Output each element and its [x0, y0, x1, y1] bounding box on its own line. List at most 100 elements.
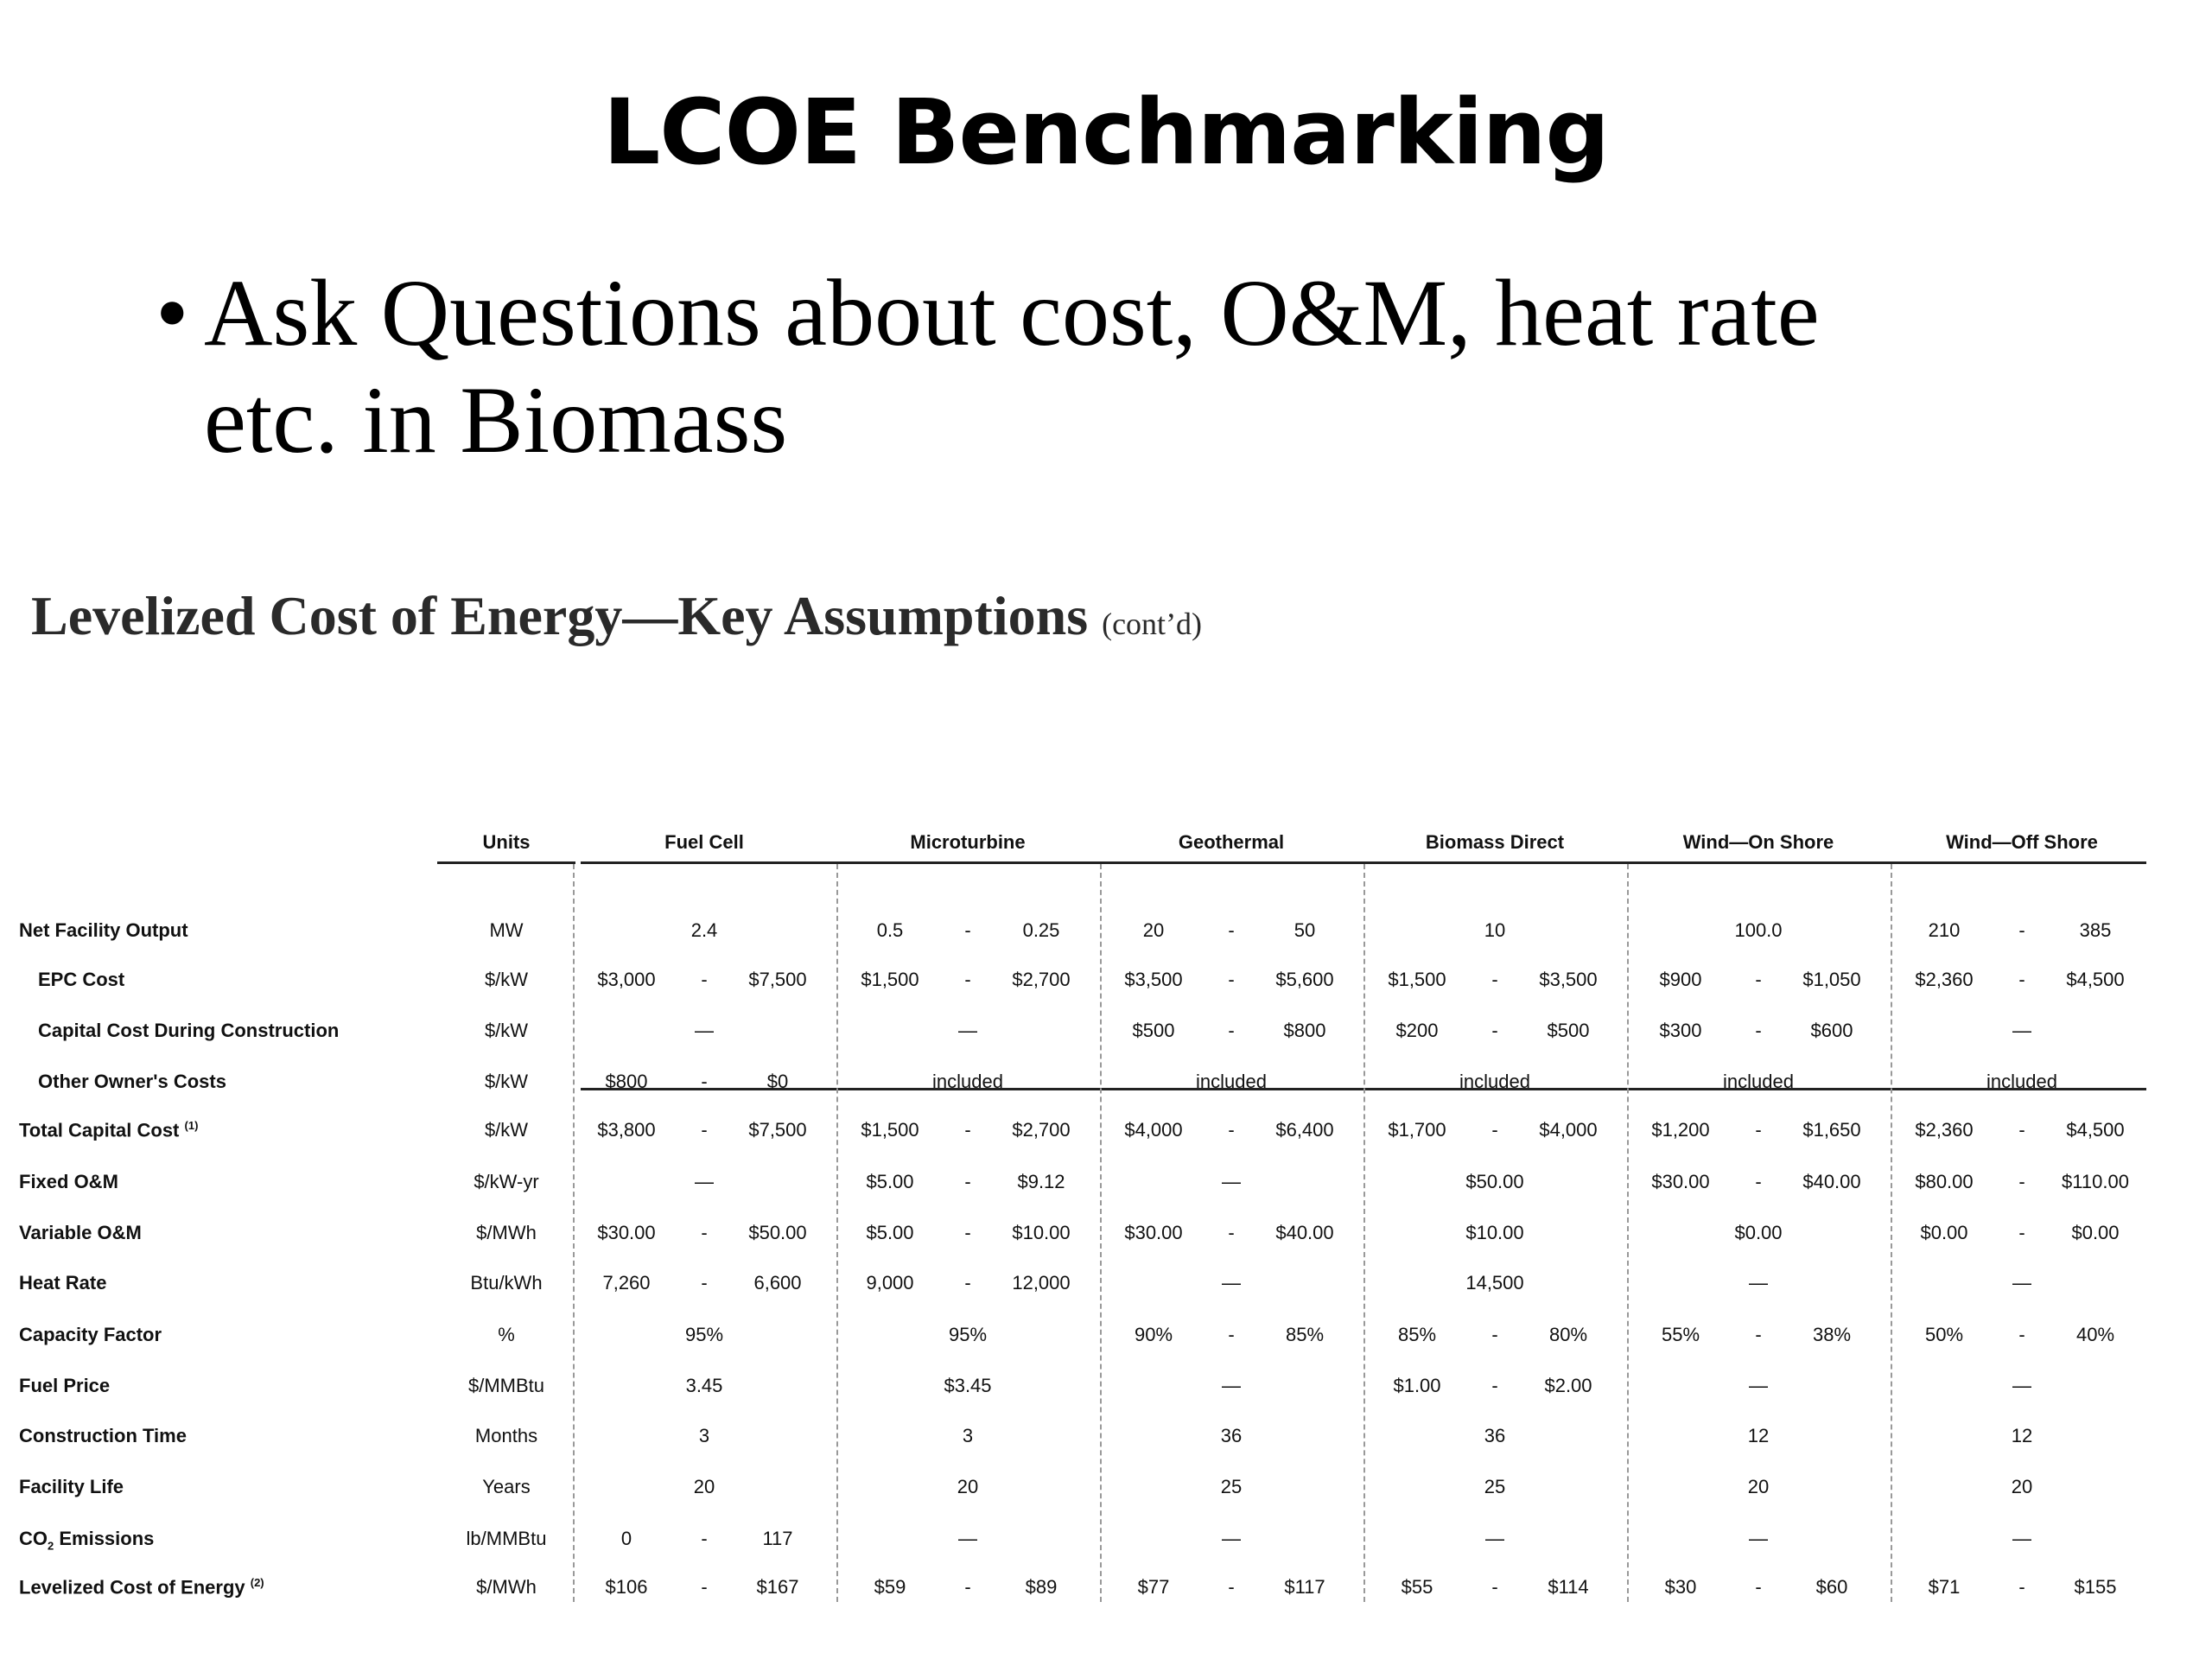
slide-title: LCOE Benchmarking [603, 79, 1610, 185]
range-low: $2,360 [1915, 1119, 1974, 1141]
unit-cell: Years [482, 1476, 531, 1497]
range-high: $500 [1547, 1020, 1590, 1041]
range-low: 0 [620, 1528, 632, 1549]
range-dash: - [701, 969, 708, 990]
row-label: Capital Cost During Construction [38, 1020, 340, 1041]
range-low: $1.00 [1393, 1375, 1441, 1396]
range-low: 55% [1661, 1324, 1700, 1345]
range-high: $40.00 [1802, 1171, 1861, 1192]
range-dash: - [1228, 1020, 1235, 1041]
value-cell: 12 [1747, 1425, 1770, 1446]
range-low: $71 [1928, 1576, 1961, 1598]
range-high: $1,050 [1802, 969, 1861, 990]
row-label: Facility Life [19, 1476, 124, 1497]
range-high: $600 [1810, 1020, 1853, 1041]
range-dash: - [701, 1119, 708, 1141]
bullet-point: • Ask Questions about cost, O&M, heat ra… [156, 259, 2018, 474]
row-label: Fixed O&M [19, 1171, 118, 1192]
unit-cell: % [498, 1324, 515, 1345]
column-header: Biomass Direct [1425, 831, 1565, 853]
range-dash: - [701, 1071, 708, 1092]
bullet-icon: • [156, 260, 189, 365]
value-cell: included [932, 1071, 1003, 1092]
range-low: 50% [1924, 1324, 1964, 1345]
range-dash: - [1755, 1171, 1762, 1192]
range-high: $89 [1025, 1576, 1058, 1598]
row-label: CO2 Emissions [19, 1528, 155, 1553]
column-header: Geothermal [1178, 831, 1285, 853]
range-low: $80.00 [1915, 1171, 1974, 1192]
range-high: 50 [1294, 919, 1316, 941]
range-high: 80% [1548, 1324, 1588, 1345]
range-low: 90% [1134, 1324, 1173, 1345]
range-high: $3,500 [1539, 969, 1598, 990]
header-underline-columns [581, 861, 2146, 864]
range-dash: - [964, 1576, 971, 1598]
range-dash: - [964, 919, 971, 941]
value-cell: 95% [684, 1324, 724, 1345]
range-high: 40% [2075, 1324, 2115, 1345]
value-cell: — [958, 1020, 977, 1041]
range-high: 6,600 [753, 1272, 802, 1294]
unit-cell: $/kW [484, 1071, 529, 1092]
range-dash: - [2018, 1171, 2025, 1192]
header-underline-units [437, 861, 575, 864]
column-header: Wind—On Shore [1682, 831, 1834, 853]
range-high: $1,650 [1802, 1119, 1861, 1141]
range-high: 0.25 [1022, 919, 1060, 941]
range-high: $0 [766, 1071, 789, 1092]
range-high: $10.00 [1012, 1222, 1071, 1243]
value-cell: $0.00 [1734, 1222, 1783, 1243]
unit-cell: $/kW [484, 1119, 529, 1141]
range-low: $300 [1659, 1020, 1702, 1041]
range-high: $155 [2074, 1576, 2117, 1598]
range-dash: - [1755, 1576, 1762, 1598]
value-cell: — [1222, 1375, 1241, 1396]
range-low: 85% [1397, 1324, 1437, 1345]
column-separator [1626, 864, 1629, 1602]
value-cell: 36 [1484, 1425, 1506, 1446]
range-dash: - [964, 969, 971, 990]
value-cell: 2.4 [690, 919, 718, 941]
range-low: $30.00 [597, 1222, 656, 1243]
range-dash: - [2018, 1324, 2025, 1345]
value-cell: 25 [1484, 1476, 1506, 1497]
column-separator [1363, 864, 1365, 1602]
range-low: $3,000 [597, 969, 656, 990]
value-cell: — [695, 1171, 714, 1192]
row-label: Variable O&M [19, 1222, 142, 1243]
range-dash: - [1228, 1222, 1235, 1243]
range-dash: - [964, 1171, 971, 1192]
value-cell: — [695, 1020, 714, 1041]
assumptions-table: Units Fuel Cell Microturbine Geothermal Biom… [0, 812, 2212, 1607]
range-high: $2.00 [1544, 1375, 1592, 1396]
value-cell: — [2012, 1528, 2031, 1549]
table-title-main: Levelized Cost of Energy—Key Assumptions [31, 585, 1089, 646]
unit-cell: Months [474, 1425, 538, 1446]
range-dash: - [2018, 1576, 2025, 1598]
value-cell: 36 [1220, 1425, 1243, 1446]
value-cell: — [2012, 1020, 2031, 1041]
value-cell: 20 [2011, 1476, 2033, 1497]
range-dash: - [701, 1272, 708, 1294]
bullet-line-2: etc. in Biomass [204, 367, 788, 473]
value-cell: included [1986, 1071, 2057, 1092]
range-low: $77 [1137, 1576, 1170, 1598]
value-cell: included [1459, 1071, 1530, 1092]
range-dash: - [1491, 1324, 1498, 1345]
value-cell: 20 [693, 1476, 715, 1497]
range-low: $5.00 [866, 1222, 914, 1243]
column-header: Fuel Cell [664, 831, 744, 853]
column-separator [572, 864, 575, 1602]
range-high: $40.00 [1275, 1222, 1334, 1243]
range-low: $3,500 [1124, 969, 1183, 990]
row-label: Net Facility Output [19, 919, 188, 941]
range-dash: - [1228, 969, 1235, 990]
unit-cell: $/MMBtu [467, 1375, 545, 1396]
range-dash: - [964, 1119, 971, 1141]
value-cell: 3 [962, 1425, 974, 1446]
range-dash: - [1491, 969, 1498, 990]
range-dash: - [1755, 1119, 1762, 1141]
range-low: $30.00 [1124, 1222, 1183, 1243]
range-low: $59 [874, 1576, 906, 1598]
